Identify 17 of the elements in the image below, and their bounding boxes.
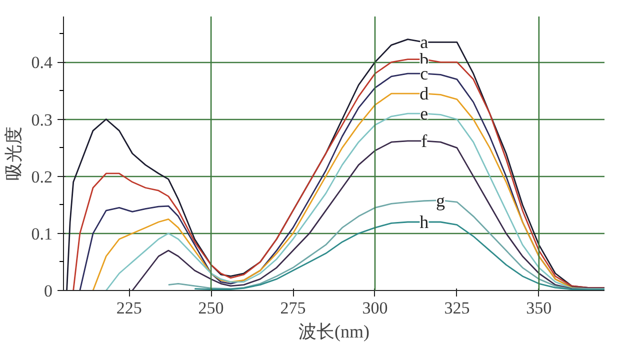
y-tick-label: 0.3 (31, 110, 52, 130)
y-tick-label: 0.4 (31, 53, 53, 72)
series-label: d (420, 84, 429, 104)
series-label: f (421, 130, 428, 151)
x-tick-label: 275 (280, 298, 306, 318)
y-axis-title: 吸光度 (3, 126, 24, 180)
y-tick-label: 0 (44, 282, 52, 300)
x-tick-label: 325 (444, 298, 470, 318)
y-tick-label: 0.1 (31, 224, 52, 244)
series-label: g (436, 190, 446, 210)
x-tick-label: 350 (526, 298, 552, 318)
y-tick-label: 0.2 (31, 167, 52, 186)
x-tick-label: 250 (198, 298, 224, 318)
x-tick-label: 300 (362, 298, 388, 318)
x-tick-label: 225 (116, 298, 142, 318)
x-axis-title: 波长(nm) (298, 322, 370, 342)
series-label: h (420, 212, 429, 232)
